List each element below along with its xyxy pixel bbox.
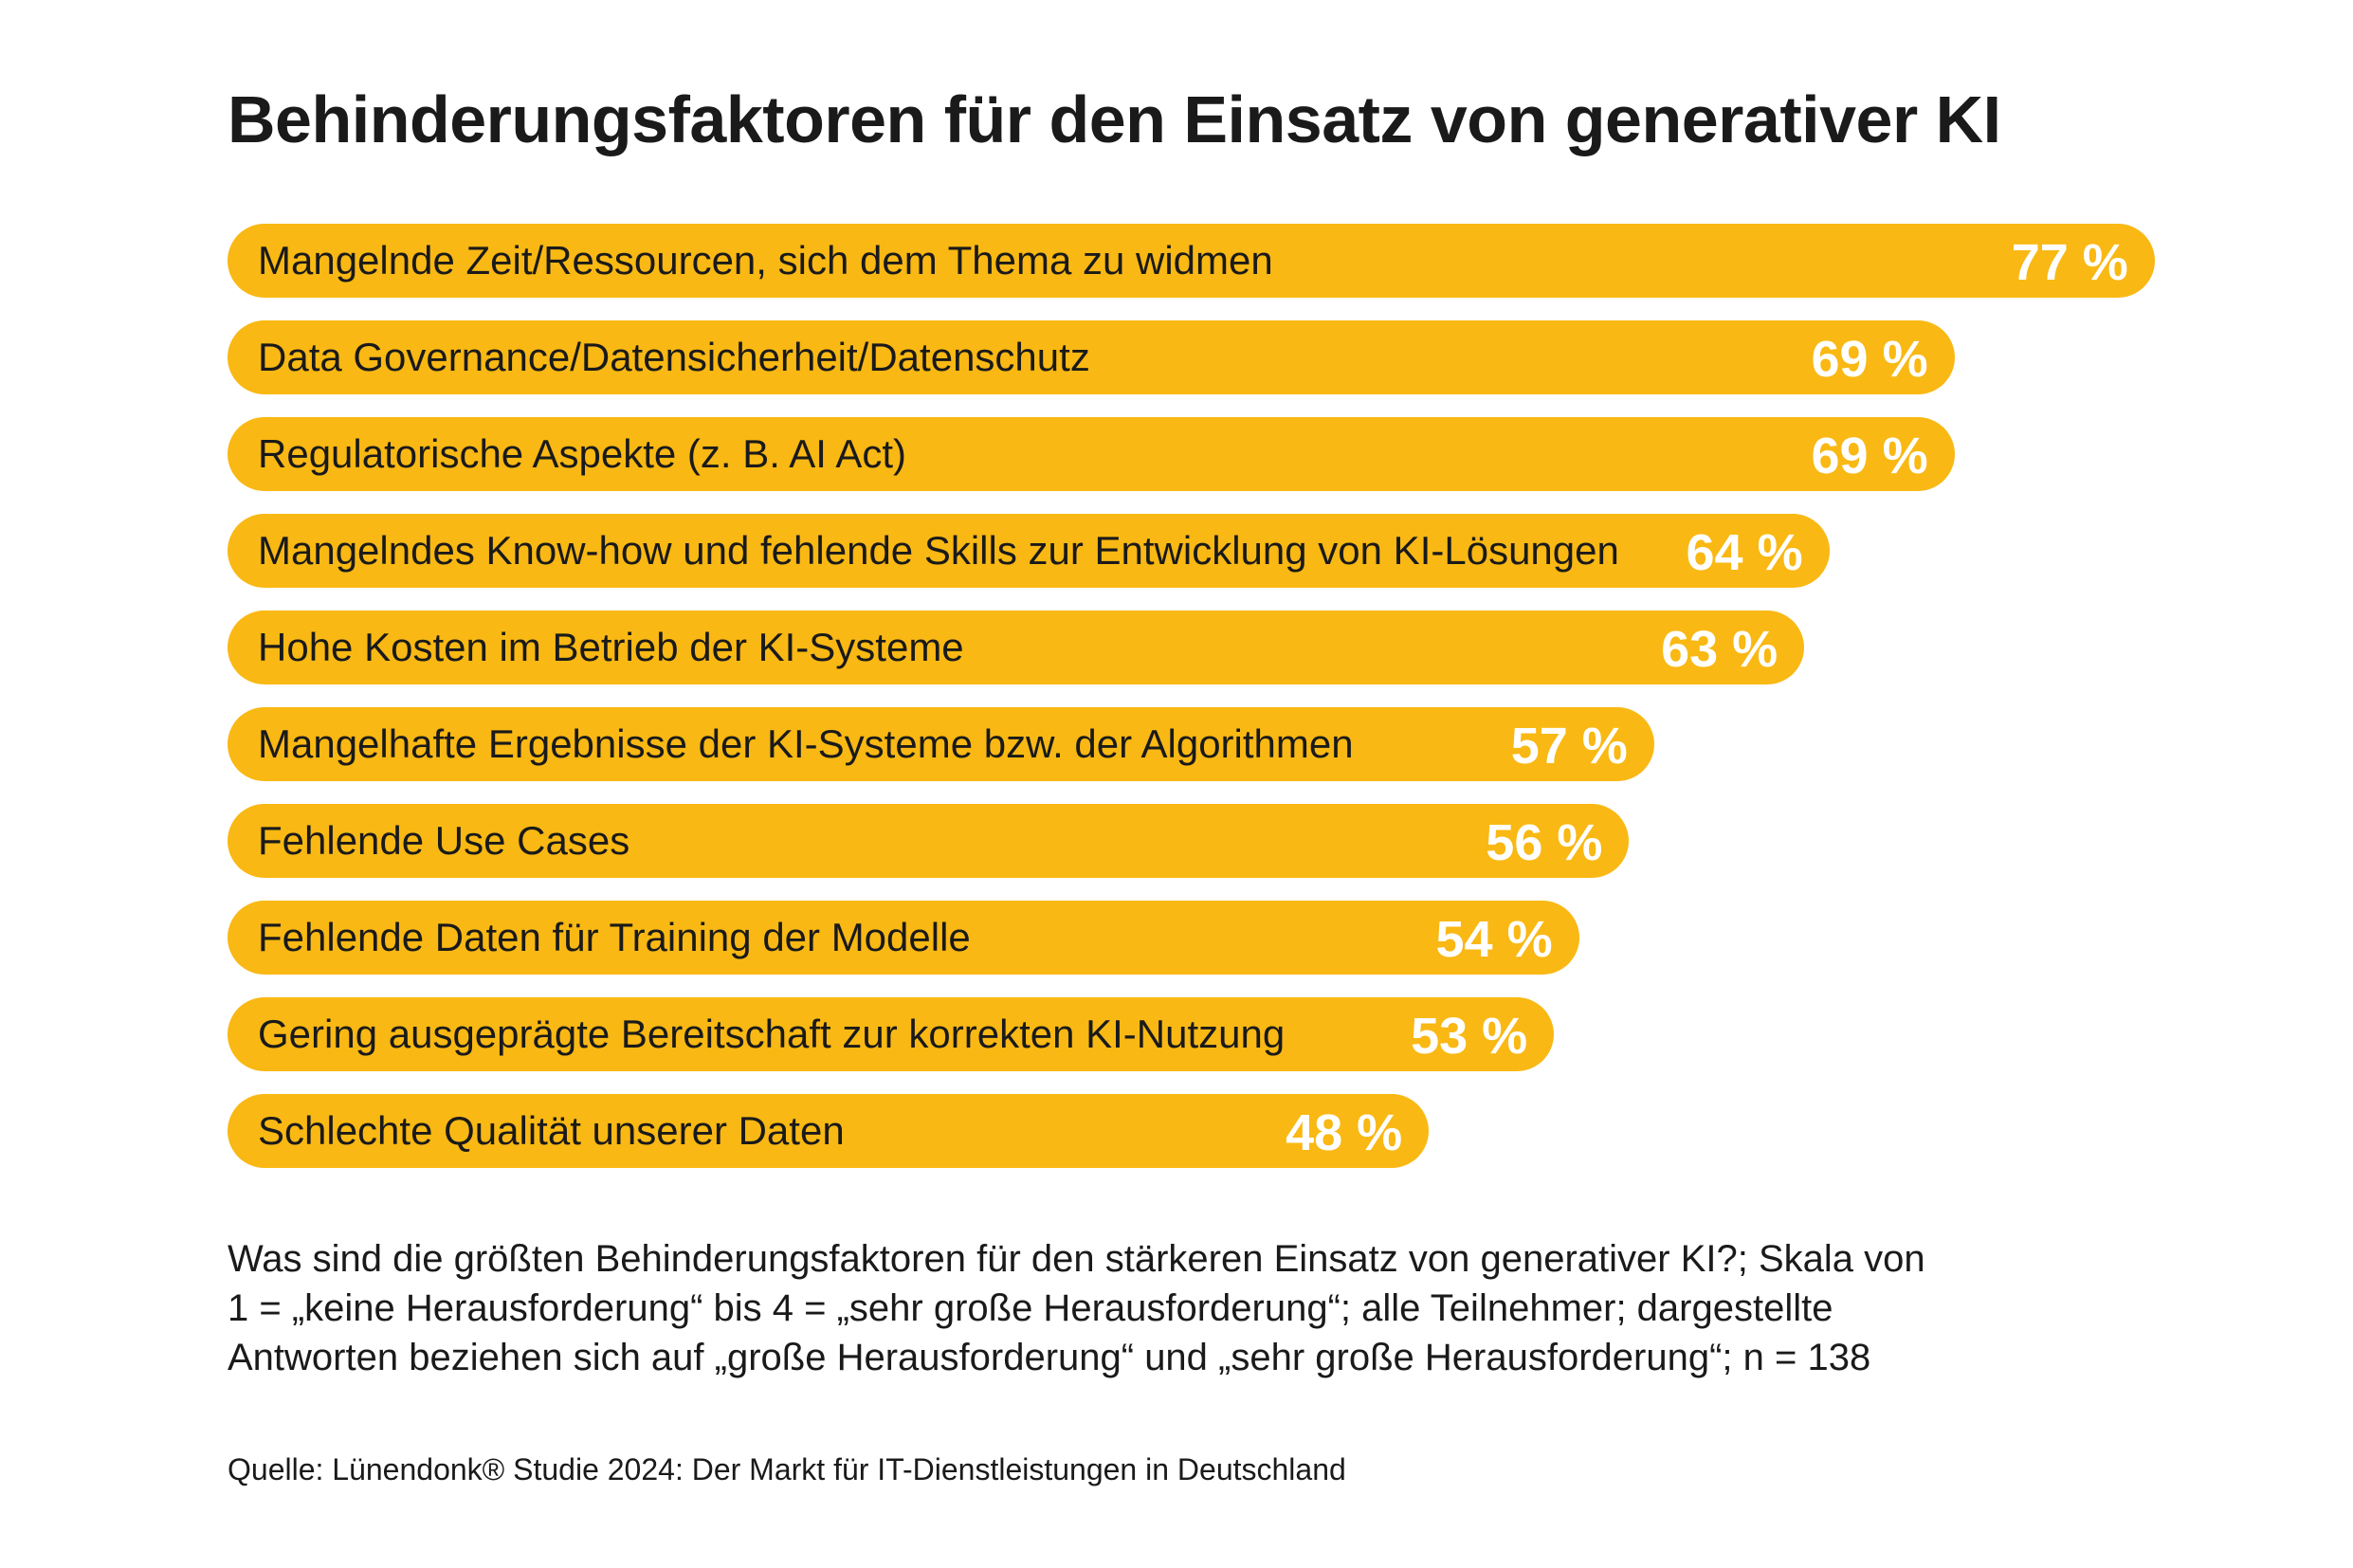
bar: Schlechte Qualität unserer Daten 48 % [228, 1094, 1430, 1168]
bar-label: Fehlende Daten für Training der Modelle [258, 915, 971, 959]
footnote-line: Was sind die größten Behinderungsfaktore… [228, 1238, 1925, 1280]
page-title: Behinderungsfaktoren für den Einsatz von… [228, 82, 2001, 156]
bar-value-label: 64 % [1686, 524, 1803, 581]
bar: Data Governance/Datensicherheit/Datensch… [228, 320, 1955, 394]
footnote: Was sind die größten Behinderungsfaktore… [228, 1234, 2161, 1382]
bar-value-label: 63 % [1661, 621, 1778, 678]
bar-value-label: 57 % [1510, 718, 1628, 775]
bar-value-label: 56 % [1486, 814, 1603, 871]
bar: Mangelhafte Ergebnisse der KI-Systeme bz… [228, 707, 1654, 781]
footnote-line: 1 = „keine Herausforderung“ bis 4 = „seh… [228, 1287, 1833, 1329]
bar-chart: Mangelnde Zeit/Ressourcen, sich dem Them… [228, 224, 2155, 1172]
footnote-line: Antworten beziehen sich auf „große Herau… [228, 1337, 1871, 1378]
bar-label: Hohe Kosten im Betrieb der KI-Systeme [258, 625, 964, 669]
bar-label: Regulatorische Aspekte (z. B. AI Act) [258, 431, 906, 476]
bar-value-label: 69 % [1811, 428, 1928, 484]
bar-value-label: 48 % [1286, 1104, 1403, 1161]
bar: Fehlende Daten für Training der Modelle 5… [228, 901, 1579, 975]
bar-label: Data Governance/Datensicherheit/Datensch… [258, 335, 1090, 379]
bar-label: Schlechte Qualität unserer Daten [258, 1108, 845, 1153]
bar: Hohe Kosten im Betrieb der KI-Systeme 63 … [228, 611, 1805, 684]
bar: Mangelnde Zeit/Ressourcen, sich dem Them… [228, 224, 2155, 298]
bar: Gering ausgeprägte Bereitschaft zur korr… [228, 997, 1555, 1071]
bar-value-label: 77 % [2011, 234, 2128, 291]
bar-label: Mangelnde Zeit/Ressourcen, sich dem Them… [258, 238, 1273, 283]
bar-label: Mangelndes Know-how und fehlende Skills … [258, 528, 1619, 573]
bar-label: Mangelhafte Ergebnisse der KI-Systeme bz… [258, 721, 1354, 766]
source-note: Quelle: Lünendonk® Studie 2024: Der Mark… [228, 1452, 1346, 1486]
bar-value-label: 69 % [1811, 331, 1928, 388]
bar: Mangelndes Know-how und fehlende Skills … [228, 514, 1830, 588]
bar-label: Gering ausgeprägte Bereitschaft zur korr… [258, 1012, 1286, 1056]
bar: Regulatorische Aspekte (z. B. AI Act) 69 … [228, 417, 1955, 491]
bar: Fehlende Use Cases 56 % [228, 804, 1630, 878]
bar-value-label: 53 % [1411, 1008, 1528, 1065]
bar-value-label: 54 % [1435, 911, 1553, 968]
bar-label: Fehlende Use Cases [258, 818, 630, 863]
